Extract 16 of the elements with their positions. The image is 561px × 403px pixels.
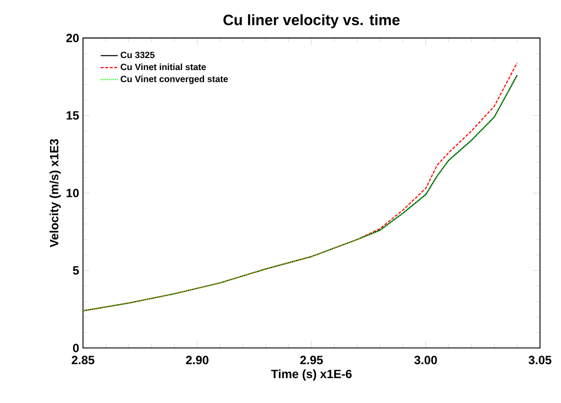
y-tick-label: 20 <box>66 34 79 42</box>
chart-title: Cu liner velocity vs. time <box>223 14 400 28</box>
x-tick-label: 3.05 <box>528 356 552 364</box>
x-tick-label: 2.90 <box>186 356 208 364</box>
x-tick-label: 3.00 <box>414 356 437 364</box>
y-tick-label: 10 <box>66 188 79 198</box>
y-axis-title: Velocity (m/s) x1E3 <box>50 139 61 248</box>
legend-label: Cu 3325 <box>120 52 155 58</box>
legend-label: Cu Vinet initial state <box>120 64 206 70</box>
legend-label: Cu Vinet converged state <box>120 76 228 84</box>
y-tick-label: 15 <box>66 111 79 120</box>
x-tick-label: 2.95 <box>300 356 323 364</box>
y-tick-label: 0 <box>73 344 79 352</box>
x-tick-label: 2.85 <box>72 356 94 364</box>
y-tick-label: 5 <box>72 266 79 275</box>
x-axis-title: Time (s) x1E-6 <box>271 369 352 381</box>
